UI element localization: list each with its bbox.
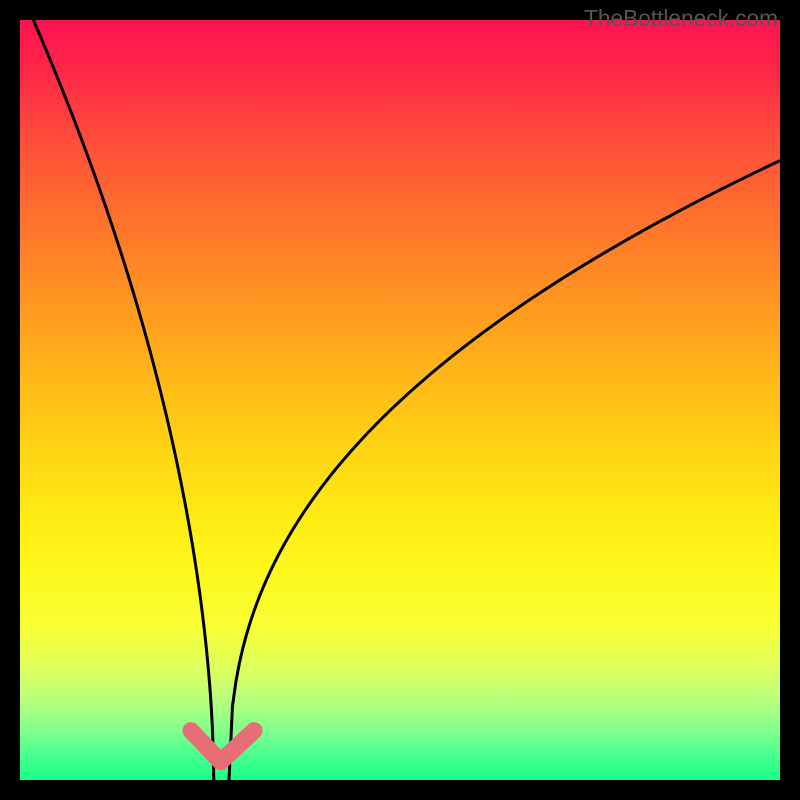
- watermark-text: TheBottleneck.com: [584, 5, 778, 32]
- bottleneck-chart: [0, 0, 800, 800]
- chart-container: TheBottleneck.com: [0, 0, 800, 800]
